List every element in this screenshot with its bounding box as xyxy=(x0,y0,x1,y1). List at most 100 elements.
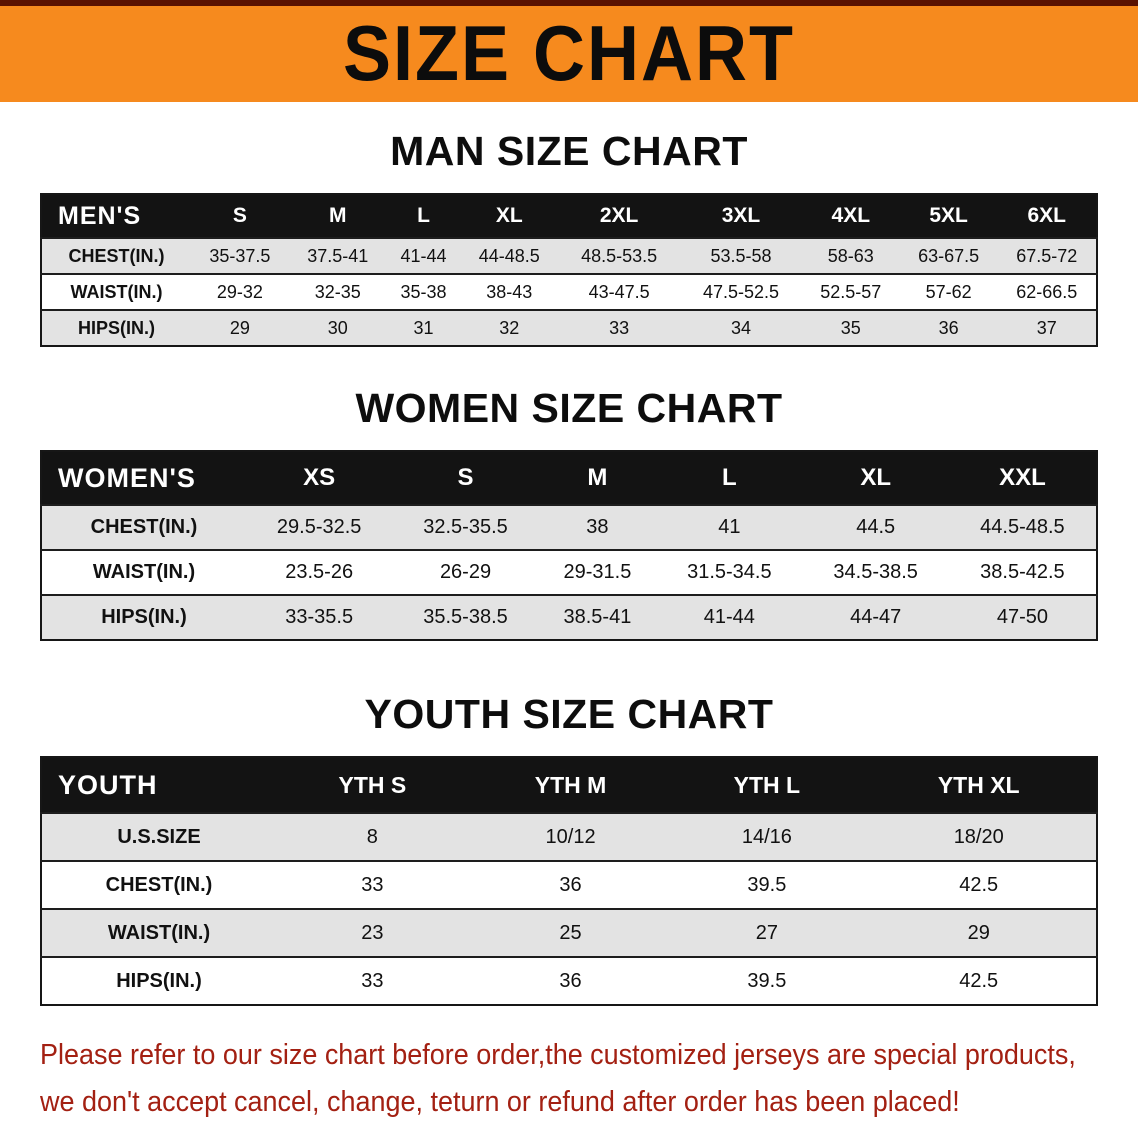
size-value-cell: 34.5-38.5 xyxy=(802,549,949,595)
table-corner-label: WOMEN'S xyxy=(41,451,246,505)
youth-chart-heading: YOUTH SIZE CHART xyxy=(364,691,774,737)
size-value-cell: 36 xyxy=(468,860,673,909)
size-value-cell: 52.5-57 xyxy=(801,273,900,310)
size-value-cell: 36 xyxy=(899,309,998,346)
size-value-cell: 35 xyxy=(801,309,900,346)
table-row: WAIST(IN.) 29-32 32-35 35-38 38-43 43-47… xyxy=(41,273,1097,310)
size-value-cell: 27 xyxy=(672,908,862,957)
size-value-cell: 44.5-48.5 xyxy=(948,504,1097,550)
women-size-table: WOMEN'S XS S M L XL XXL CHEST(IN.) 29.5-… xyxy=(40,450,1098,641)
footer-line-2: we don't accept cancel, change, teturn o… xyxy=(40,1086,960,1118)
table-row: WAIST(IN.) 23.5-26 26-29 29-31.5 31.5-34… xyxy=(41,549,1097,595)
size-value-cell: 53.5-58 xyxy=(680,237,802,274)
size-header-cell: YTH L xyxy=(672,757,862,813)
size-header-cell: XL xyxy=(802,451,949,505)
row-label: U.S.SIZE xyxy=(41,812,276,861)
size-value-cell: 29-32 xyxy=(191,273,289,310)
row-label: HIPS(IN.) xyxy=(41,594,246,640)
size-value-cell: 10/12 xyxy=(468,812,673,861)
table-corner-label: MEN'S xyxy=(41,194,191,238)
women-chart-heading: WOMEN SIZE CHART xyxy=(355,385,783,431)
size-value-cell: 67.5-72 xyxy=(997,237,1097,274)
size-value-cell: 35.5-38.5 xyxy=(392,594,539,640)
size-value-cell: 43-47.5 xyxy=(558,273,681,310)
men-chart-heading: MAN SIZE CHART xyxy=(390,128,748,174)
size-value-cell: 44-47 xyxy=(802,594,949,640)
size-value-cell: 18/20 xyxy=(861,812,1097,861)
size-value-cell: 31 xyxy=(386,309,461,346)
size-value-cell: 47-50 xyxy=(948,594,1097,640)
table-row: U.S.SIZE 8 10/12 14/16 18/20 xyxy=(41,812,1097,861)
size-value-cell: 35-38 xyxy=(386,273,461,310)
size-value-cell: 37.5-41 xyxy=(288,237,387,274)
size-header-cell: M xyxy=(288,194,387,238)
size-value-cell: 34 xyxy=(680,309,802,346)
size-header-cell: 3XL xyxy=(680,194,802,238)
size-header-cell: YTH XL xyxy=(861,757,1097,813)
size-header-cell: XXL xyxy=(948,451,1097,505)
size-value-cell: 33-35.5 xyxy=(246,594,393,640)
size-value-cell: 29-31.5 xyxy=(538,549,657,595)
size-value-cell: 36 xyxy=(468,956,673,1005)
size-header-cell: L xyxy=(656,451,803,505)
size-header-cell: M xyxy=(538,451,657,505)
size-value-cell: 25 xyxy=(468,908,673,957)
size-header-cell: 6XL xyxy=(997,194,1097,238)
size-value-cell: 33 xyxy=(558,309,681,346)
size-value-cell: 32 xyxy=(460,309,559,346)
table-row: CHEST(IN.) 29.5-32.5 32.5-35.5 38 41 44.… xyxy=(41,504,1097,550)
size-header-cell: XL xyxy=(460,194,559,238)
size-chart-banner: SIZE CHART xyxy=(0,0,1138,102)
row-label: CHEST(IN.) xyxy=(41,237,191,274)
size-value-cell: 29 xyxy=(191,309,289,346)
size-header-cell: 4XL xyxy=(801,194,900,238)
size-value-cell: 58-63 xyxy=(801,237,900,274)
men-size-table: MEN'S S M L XL 2XL 3XL 4XL 5XL 6XL CHEST… xyxy=(40,193,1098,347)
size-value-cell: 44.5 xyxy=(802,504,949,550)
size-header-cell: 5XL xyxy=(899,194,998,238)
row-label: HIPS(IN.) xyxy=(41,309,191,346)
size-value-cell: 48.5-53.5 xyxy=(558,237,681,274)
size-value-cell: 41-44 xyxy=(386,237,461,274)
size-value-cell: 32-35 xyxy=(288,273,387,310)
footer-disclaimer: Please refer to our size chart before or… xyxy=(40,1032,1138,1126)
size-value-cell: 47.5-52.5 xyxy=(680,273,802,310)
size-value-cell: 29 xyxy=(861,908,1097,957)
size-value-cell: 31.5-34.5 xyxy=(656,549,803,595)
size-header-cell: 2XL xyxy=(558,194,681,238)
footer-line-1: Please refer to our size chart before or… xyxy=(40,1039,1076,1071)
table-row: HIPS(IN.) 29 30 31 32 33 34 35 36 37 xyxy=(41,309,1097,346)
size-value-cell: 41-44 xyxy=(656,594,803,640)
size-value-cell: 63-67.5 xyxy=(899,237,998,274)
size-value-cell: 37 xyxy=(997,309,1097,346)
table-corner-label: YOUTH xyxy=(41,757,276,813)
size-value-cell: 44-48.5 xyxy=(460,237,559,274)
size-header-cell: XS xyxy=(246,451,393,505)
size-value-cell: 39.5 xyxy=(672,860,862,909)
table-row: HIPS(IN.) 33 36 39.5 42.5 xyxy=(41,956,1097,1005)
size-value-cell: 33 xyxy=(276,956,469,1005)
size-header-cell: YTH S xyxy=(276,757,469,813)
row-label: WAIST(IN.) xyxy=(41,908,276,957)
table-header-row: WOMEN'S XS S M L XL XXL xyxy=(41,451,1097,505)
size-value-cell: 41 xyxy=(656,504,803,550)
size-value-cell: 57-62 xyxy=(899,273,998,310)
size-value-cell: 35-37.5 xyxy=(191,237,289,274)
size-value-cell: 26-29 xyxy=(392,549,539,595)
size-value-cell: 39.5 xyxy=(672,956,862,1005)
size-value-cell: 38.5-41 xyxy=(538,594,657,640)
size-value-cell: 30 xyxy=(288,309,387,346)
table-header-row: YOUTH YTH S YTH M YTH L YTH XL xyxy=(41,757,1097,813)
row-label: WAIST(IN.) xyxy=(41,273,191,310)
size-header-cell: S xyxy=(191,194,289,238)
size-value-cell: 32.5-35.5 xyxy=(392,504,539,550)
size-value-cell: 8 xyxy=(276,812,469,861)
size-header-cell: L xyxy=(386,194,461,238)
size-header-cell: S xyxy=(392,451,539,505)
row-label: CHEST(IN.) xyxy=(41,504,246,550)
table-row: WAIST(IN.) 23 25 27 29 xyxy=(41,908,1097,957)
row-label: CHEST(IN.) xyxy=(41,860,276,909)
row-label: HIPS(IN.) xyxy=(41,956,276,1005)
size-value-cell: 42.5 xyxy=(861,956,1097,1005)
